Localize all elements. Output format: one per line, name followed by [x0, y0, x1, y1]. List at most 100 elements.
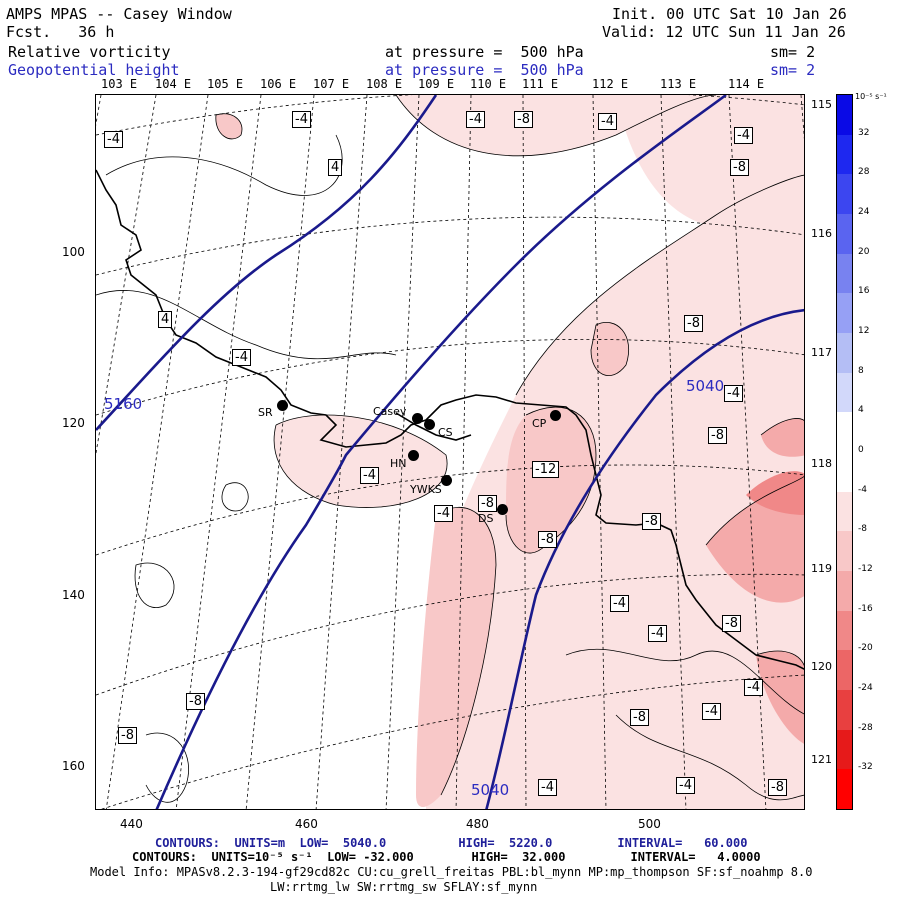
colorbar-tick: 8: [858, 365, 864, 376]
colorbar-cell: [837, 95, 852, 136]
lon-label: 103 E: [101, 77, 138, 91]
colorbar-cell: [837, 531, 852, 572]
vorticity-contour-label: -4: [598, 113, 617, 130]
colorbar-tick: 12: [858, 326, 870, 336]
lon-label: 114 E: [728, 77, 765, 91]
x-axis-tick: 480: [466, 817, 489, 831]
longitude-grid: [96, 95, 804, 809]
colorbar-cell: [837, 134, 852, 175]
vorticity-contour-label: -4: [648, 625, 667, 642]
vorticity-contour-label: -4: [724, 385, 743, 402]
lon-label: 106 E: [260, 77, 297, 91]
colorbar-cell: [837, 372, 852, 413]
station-label: Casey: [373, 405, 407, 418]
colorbar-tick: 28: [858, 167, 870, 178]
plot-title: AMPS MPAS -- Casey Window: [6, 5, 232, 23]
field1-level: at pressure = 500 hPa: [385, 43, 584, 61]
height-contour-label: 5160: [104, 395, 143, 413]
station-label: SR: [258, 406, 273, 419]
vorticity-contour-label: -4: [434, 505, 453, 522]
vorticity-contour-label: -4: [466, 111, 485, 128]
vorticity-contour-label: -4: [538, 779, 557, 796]
colorbar-tick: -16: [858, 603, 873, 614]
colorbar: [836, 94, 853, 810]
vorticity-contour-label: -4: [702, 703, 721, 720]
vorticity-contour-label: -4: [676, 777, 695, 794]
station-marker: [497, 504, 508, 515]
height-contours: [96, 95, 804, 809]
vorticity-contour-label: -8: [730, 159, 749, 176]
station-label: DS: [478, 512, 494, 525]
vorticity-contour-label: -8: [118, 727, 137, 744]
vorticity-contour-label: -8: [514, 111, 533, 128]
station-label: CP: [532, 417, 547, 430]
vorticity-contours: [96, 95, 804, 803]
station-marker: [412, 413, 423, 424]
height-contour-label: 5040: [471, 781, 510, 799]
model-info-physics: LW:rrtmg_lw SW:rrtmg_sw SFLAY:sf_mynn: [270, 880, 538, 894]
colorbar-cell: [837, 491, 852, 532]
map-panel: 5160 5040 5040 -4 -4 4 -4 -8 -4 -8 -4 -8…: [95, 94, 805, 810]
colorbar-units: 10⁻⁵ s⁻¹: [855, 92, 887, 101]
colorbar-tick: 24: [858, 207, 870, 217]
height-contour-label: 5040: [686, 377, 725, 395]
x-axis-tick: 500: [638, 817, 661, 831]
vorticity-contour-label: -4: [232, 349, 251, 366]
lat-label: 120 E: [811, 660, 843, 673]
lon-label: 113 E: [660, 77, 697, 91]
model-info: Model Info: MPASv8.2.3-194-gf29cd82c CU:…: [90, 865, 813, 879]
lat-label: 115 E: [811, 98, 843, 111]
lon-label: 112 E: [592, 77, 629, 91]
x-axis-tick: 440: [120, 817, 143, 831]
vorticity-contour-label: -8: [768, 779, 787, 796]
vorticity-contour-info: CONTOURS: UNITS=10⁻⁵ s⁻¹ LOW= -32.000 HI…: [132, 850, 761, 864]
vorticity-contour-label: -8: [708, 427, 727, 444]
colorbar-cell: [837, 650, 852, 691]
vorticity-contour-label: -4: [104, 131, 123, 148]
colorbar-cell: [837, 253, 852, 294]
lat-label: 117 E: [811, 346, 843, 359]
vorticity-contour-label: -8: [186, 693, 205, 710]
colorbar-tick: -32: [858, 762, 873, 773]
colorbar-tick: -28: [858, 722, 873, 733]
colorbar-tick: -4: [858, 484, 867, 495]
colorbar-tick: 0: [858, 445, 864, 455]
station-label: HN: [390, 457, 407, 470]
station-marker: [277, 400, 288, 411]
vorticity-contour-label: -4: [734, 127, 753, 144]
vorticity-shading: [215, 95, 804, 809]
valid-time: Valid: 12 UTC Sun 11 Jan 26: [602, 23, 846, 41]
station-marker: [408, 450, 419, 461]
vorticity-contour-label: -4: [610, 595, 629, 612]
lon-label: 109 E: [418, 77, 455, 91]
vorticity-contour-label: -4: [360, 467, 379, 484]
colorbar-cell: [837, 571, 852, 612]
vorticity-contour-label: -12: [532, 461, 560, 478]
vorticity-contour-label: -8: [642, 513, 661, 530]
colorbar-cell: [837, 412, 852, 453]
lon-label: 107 E: [313, 77, 350, 91]
station-label: YWKS: [410, 483, 442, 496]
colorbar-tick: 20: [858, 246, 870, 257]
lat-label: 121 E: [811, 753, 843, 766]
lat-label: 118 E: [811, 457, 843, 470]
vorticity-contour-label: -8: [722, 615, 741, 632]
lon-label: 111 E: [522, 77, 559, 91]
colorbar-tick: -12: [858, 564, 873, 574]
field2-level: at pressure = 500 hPa: [385, 61, 584, 79]
y-axis-tick: 140: [62, 588, 85, 602]
station-marker: [550, 410, 561, 421]
vorticity-contour-label: -8: [630, 709, 649, 726]
vorticity-contour-label: 4: [158, 311, 173, 328]
colorbar-cell: [837, 610, 852, 651]
colorbar-tick: 32: [858, 127, 870, 138]
lon-label: 105 E: [207, 77, 244, 91]
forecast-hour: Fcst. 36 h: [6, 23, 115, 41]
colorbar-cell: [837, 769, 852, 810]
lon-label: 108 E: [366, 77, 403, 91]
colorbar-tick: -20: [858, 643, 873, 654]
colorbar-tick: 4: [858, 405, 864, 416]
height-contour-info: CONTOURS: UNITS=m LOW= 5040.0 HIGH= 5220…: [155, 836, 748, 850]
colorbar-tick: 16: [858, 286, 870, 297]
